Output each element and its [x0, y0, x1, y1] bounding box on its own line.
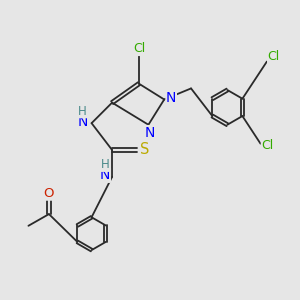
Text: Cl: Cl — [261, 139, 274, 152]
Text: N: N — [77, 115, 88, 129]
Text: O: O — [44, 187, 54, 200]
Text: S: S — [140, 142, 149, 158]
Text: Cl: Cl — [268, 50, 280, 63]
Text: N: N — [145, 126, 155, 140]
Text: N: N — [100, 168, 110, 182]
Text: H: H — [101, 158, 110, 171]
Text: Cl: Cl — [133, 42, 145, 56]
Text: H: H — [78, 105, 87, 118]
Text: N: N — [166, 91, 176, 105]
